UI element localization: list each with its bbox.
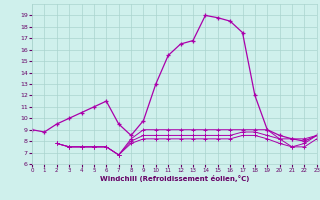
X-axis label: Windchill (Refroidissement éolien,°C): Windchill (Refroidissement éolien,°C) xyxy=(100,175,249,182)
